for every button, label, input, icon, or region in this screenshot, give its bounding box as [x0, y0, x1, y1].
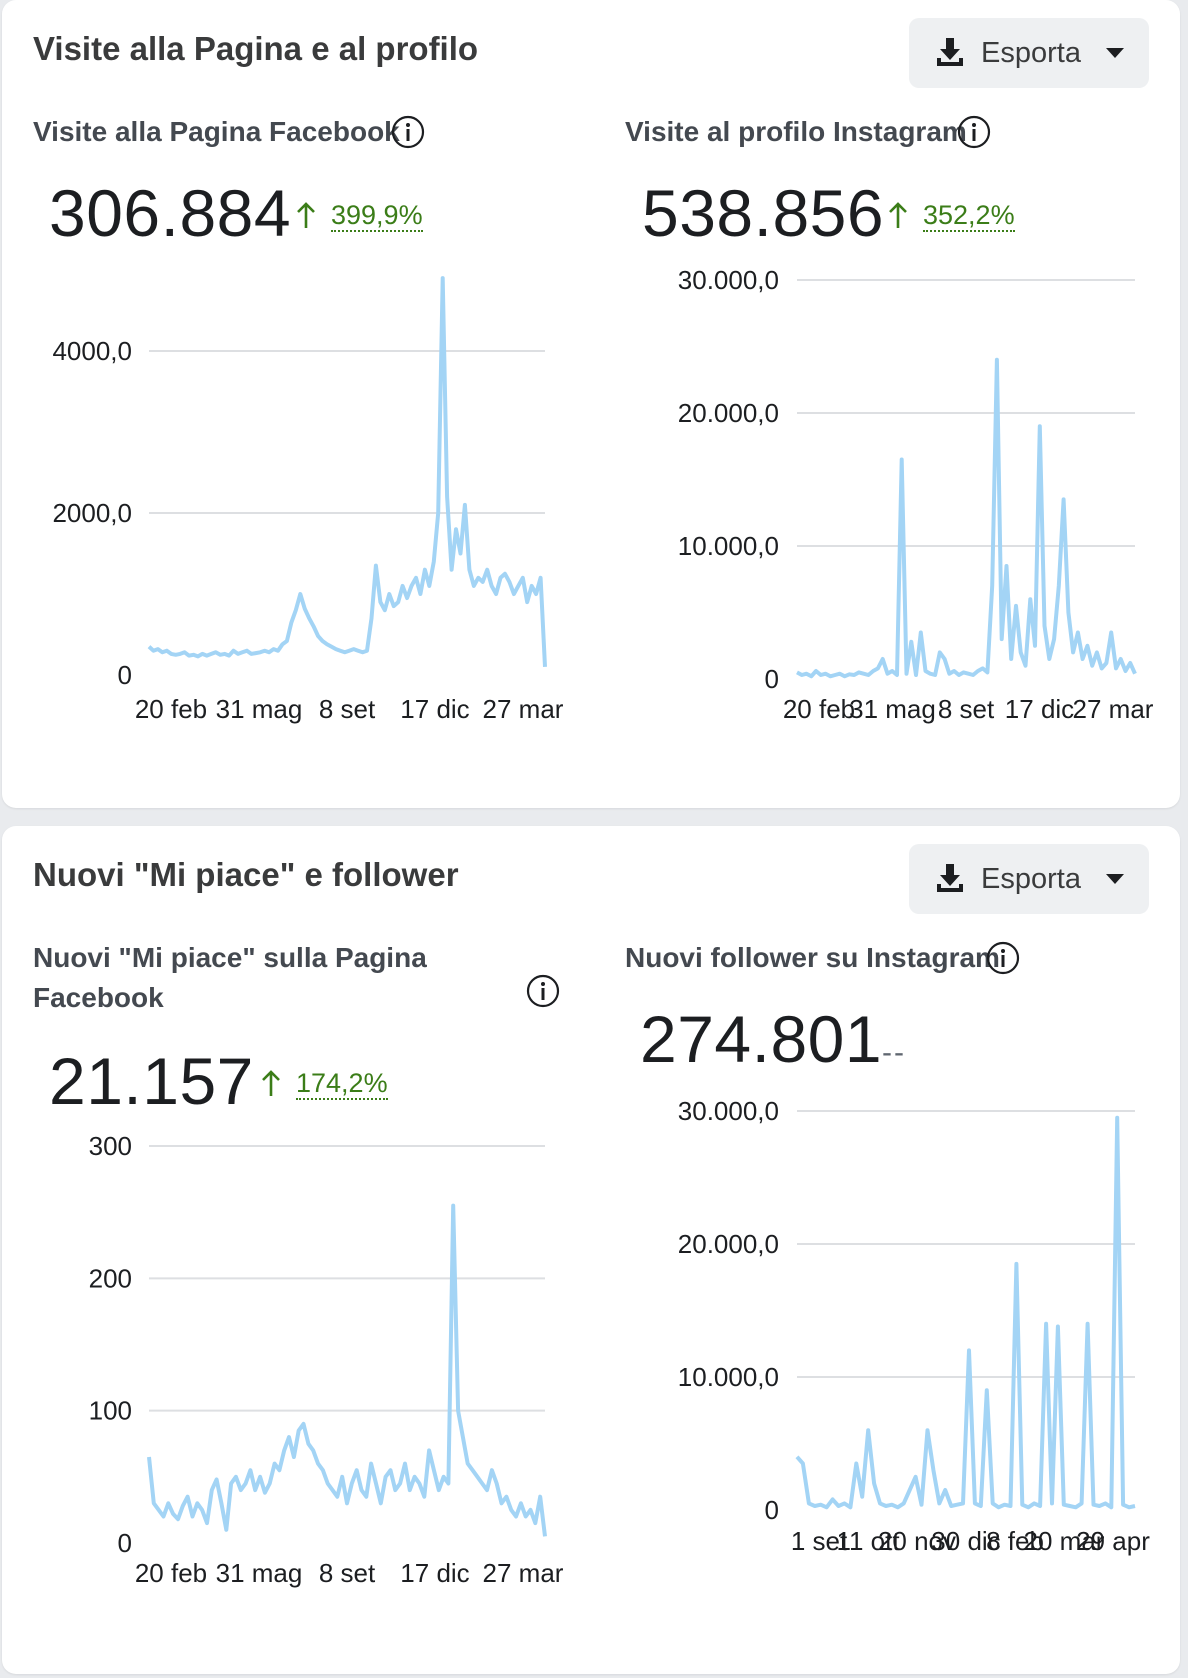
panel-title: Visite alla Pagina Facebook — [33, 116, 400, 147]
info-icon[interactable] — [957, 115, 991, 149]
y-tick-label: 0 — [765, 1495, 779, 1525]
x-tick-label: 17 dic — [1005, 694, 1074, 724]
arrow-up-icon — [262, 1070, 280, 1096]
y-tick-label: 0 — [118, 660, 132, 690]
facebook-visits-chart: 0 2000,0 4000,0 20 feb 31 mag 8 set 17 dic 27 m… — [52, 276, 564, 724]
x-tick-label: 20 nov — [878, 1526, 956, 1556]
x-tick-label: 30 dic — [931, 1526, 1000, 1556]
metric-value: 306.884 — [49, 176, 292, 250]
x-tick-label: 27 mar — [483, 694, 564, 724]
x-tick-label: 1 set — [791, 1526, 848, 1556]
x-tick-label: 17 dic — [400, 694, 469, 724]
x-tick-label: 20 mar — [1024, 1526, 1105, 1556]
delta-change: 352,2% — [887, 200, 1015, 232]
section-title-likes: Nuovi "Mi piace" e follower — [33, 856, 459, 893]
y-tick-label: 0 — [118, 1528, 132, 1558]
download-icon — [937, 38, 963, 66]
info-icon[interactable] — [986, 941, 1020, 975]
x-tick-label: 8 set — [938, 694, 995, 724]
arrow-up-icon — [889, 202, 907, 228]
y-tick-label: 10.000,0 — [678, 531, 779, 561]
x-tick-label: 11 ott — [836, 1526, 900, 1556]
page-visits-card: Visite alla Pagina e al profilo Esporta … — [2, 0, 1180, 808]
y-tick-label: 4000,0 — [52, 336, 132, 366]
arrow-up-icon — [297, 202, 315, 228]
x-tick-label: 27 mar — [483, 1558, 564, 1588]
y-tick-label: 100 — [89, 1396, 132, 1426]
series-line — [795, 1115, 1136, 1510]
export-button-label: Esporta — [981, 36, 1081, 69]
delta-change: 399,9% — [295, 200, 423, 232]
x-tick-label: 20 feb — [135, 694, 207, 724]
x-tick-label: 20 feb — [135, 1558, 207, 1588]
download-icon — [937, 864, 963, 892]
y-tick-label: 20.000,0 — [678, 1229, 779, 1259]
panel-title: Nuovi "Mi piace" sulla Pagina Facebook — [33, 942, 427, 1013]
series-line — [147, 276, 547, 667]
x-tick-label: 8 set — [319, 694, 376, 724]
export-button-label: Esporta — [981, 862, 1081, 895]
export-button[interactable]: Esporta — [909, 844, 1149, 914]
x-tick-label: 31 mag — [216, 1558, 303, 1588]
likes-followers-card: Nuovi "Mi piace" e follower Esporta Nuov… — [2, 826, 1180, 1674]
y-tick-label: 10.000,0 — [678, 1362, 779, 1392]
x-tick-label: 8 set — [319, 1558, 376, 1588]
delta-percentage[interactable]: 352,2% — [923, 200, 1015, 232]
x-tick-label: 27 mar — [1073, 694, 1154, 724]
x-tick-label: 8 feb — [986, 1526, 1044, 1556]
delta-percentage[interactable]: 174,2% — [296, 1068, 388, 1100]
metric-value: 21.157 — [49, 1044, 254, 1118]
x-tick-label: 20 feb — [783, 694, 855, 724]
facebook-likes-chart: 0 100 200 300 20 feb 31 mag 8 set 17 dic 27 mar — [89, 1131, 564, 1588]
section-title-visits: Visite alla Pagina e al profilo — [33, 30, 479, 67]
panel-title: Visite al profilo Instagram — [625, 116, 967, 147]
x-tick-label: 17 dic — [400, 1558, 469, 1588]
export-button[interactable]: Esporta — [909, 18, 1149, 88]
y-tick-label: 0 — [765, 664, 779, 694]
x-tick-label: 31 mag — [849, 694, 936, 724]
series-line — [147, 1203, 547, 1537]
metric-value: 538.856 — [642, 176, 885, 250]
y-tick-label: 20.000,0 — [678, 398, 779, 428]
x-tick-label: 29 apr — [1076, 1526, 1150, 1556]
info-icon[interactable] — [526, 974, 560, 1008]
y-tick-label: 200 — [89, 1263, 132, 1293]
delta-percentage[interactable]: 399,9% — [331, 200, 423, 232]
series-line — [796, 357, 1137, 679]
y-tick-label: 30.000,0 — [678, 1096, 779, 1126]
metric-value: 274.801 — [640, 1002, 883, 1076]
caret-down-icon — [1105, 874, 1124, 884]
panel-title: Nuovi follower su Instagram — [625, 942, 1000, 973]
caret-down-icon — [1105, 48, 1124, 58]
delta-none: -- — [882, 1036, 906, 1069]
info-icon[interactable] — [391, 115, 425, 149]
y-tick-label: 30.000,0 — [678, 265, 779, 295]
delta-change: 174,2% — [260, 1068, 388, 1100]
y-tick-label: 2000,0 — [52, 498, 132, 528]
x-tick-label: 31 mag — [216, 694, 303, 724]
y-tick-label: 300 — [89, 1131, 132, 1161]
